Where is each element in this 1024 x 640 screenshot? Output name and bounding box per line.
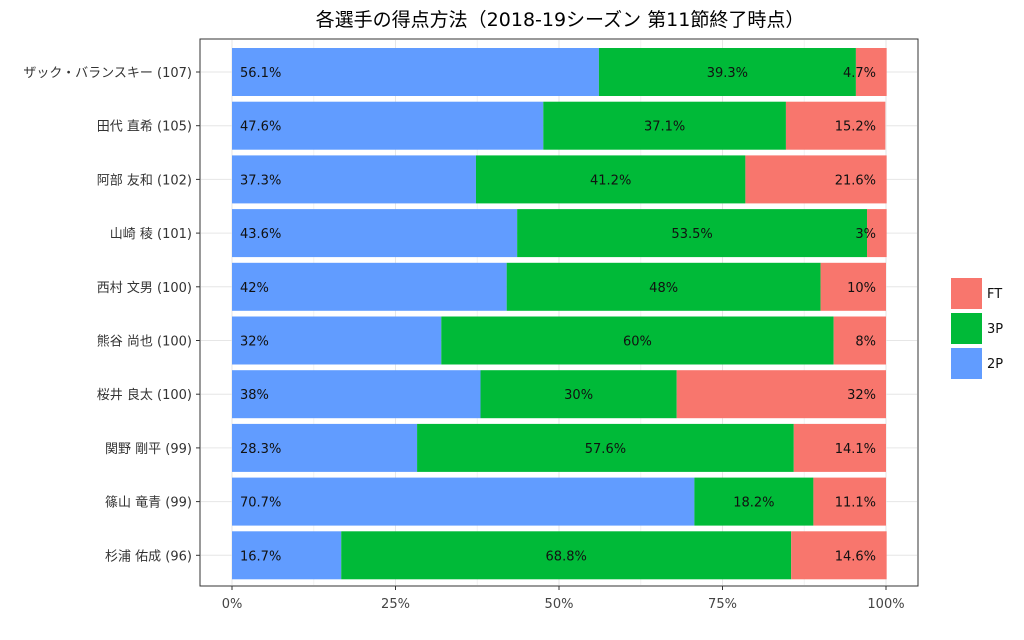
bar-segment-ft <box>793 423 886 472</box>
data-label-3p: 48% <box>649 281 678 296</box>
data-label-3p: 68.8% <box>546 549 587 564</box>
chart-title: 各選手の得点方法（2018-19シーズン 第11節終了時点） <box>316 9 805 31</box>
data-label-3p: 37.1% <box>644 120 685 135</box>
data-label-ft: 14.6% <box>835 549 876 564</box>
data-label-ft: 15.2% <box>835 120 876 135</box>
y-tick-label: 田代 直希 (105) <box>97 120 192 135</box>
legend-key-2p <box>951 348 982 379</box>
legend-key-ft <box>951 278 982 309</box>
y-tick-label: 篠山 竜青 (99) <box>105 496 192 511</box>
x-tick-label: 25% <box>381 597 410 612</box>
y-tick-label: 関野 剛平 (99) <box>105 442 192 457</box>
data-label-ft: 8% <box>855 335 876 350</box>
y-axis: ザック・バランスキー (107) 田代 直希 (105) 阿部 友和 (102) 山崎… <box>23 66 200 564</box>
bar-segment-3p <box>417 423 794 472</box>
bar-segment-2p <box>232 209 518 258</box>
legend-label: FT <box>987 287 1002 302</box>
y-tick-label: 熊谷 尚也 (100) <box>97 334 192 350</box>
y-tick-label: 山崎 稜 (101) <box>110 227 192 242</box>
legend-label: 3P <box>987 322 1003 337</box>
x-axis: 0% 25% 50% 75% 100% <box>222 586 905 612</box>
legend: FT 3P 2P <box>951 278 1003 379</box>
data-label-2p: 56.1% <box>240 66 281 81</box>
y-tick-label: 阿部 友和 (102) <box>97 172 192 188</box>
data-label-ft: 32% <box>847 388 876 403</box>
bar-segment-2p <box>232 531 342 580</box>
x-tick-label: 75% <box>708 597 737 612</box>
data-label-3p: 30% <box>564 388 593 403</box>
bar-segment-3p <box>341 531 792 580</box>
data-label-3p: 18.2% <box>733 496 774 511</box>
bar-segment-ft <box>833 316 886 365</box>
data-label-3p: 41.2% <box>590 173 631 188</box>
data-label-ft: 21.6% <box>835 173 876 188</box>
y-tick-label: ザック・バランスキー (107) <box>23 66 192 81</box>
data-label-ft: 11.1% <box>835 496 876 511</box>
legend-key-3p <box>951 313 982 344</box>
data-label-2p: 43.6% <box>240 227 281 242</box>
data-label-2p: 28.3% <box>240 442 281 457</box>
data-label-2p: 42% <box>240 281 269 296</box>
bar-segment-ft <box>813 477 886 526</box>
y-tick-label: 西村 文男 (100) <box>97 281 192 296</box>
bar-segment-3p <box>441 316 834 365</box>
data-label-ft: 14.1% <box>835 442 876 457</box>
data-label-3p: 53.5% <box>671 227 712 242</box>
bar-segment-2p <box>232 155 476 204</box>
y-tick-label: 桜井 良太 (100) <box>97 387 192 403</box>
data-label-ft: 3% <box>855 227 876 242</box>
data-label-2p: 47.6% <box>240 120 281 135</box>
bar-segment-ft <box>855 48 887 96</box>
legend-label: 2P <box>987 357 1003 372</box>
bar-segment-3p <box>517 209 868 258</box>
data-label-2p: 16.7% <box>240 549 281 564</box>
bar-segment-3p <box>480 370 677 419</box>
bar-segment-ft <box>820 262 886 311</box>
y-tick-label: 杉浦 佑成 (96) <box>105 549 192 564</box>
data-label-2p: 37.3% <box>240 173 281 188</box>
bar-segment-3p <box>506 262 821 311</box>
data-label-2p: 38% <box>240 388 269 403</box>
bar-segment-3p <box>475 155 746 204</box>
data-label-3p: 60% <box>623 335 652 350</box>
bar-segment-2p <box>232 423 418 472</box>
bar-segment-2p <box>232 101 544 150</box>
data-label-3p: 39.3% <box>707 66 748 81</box>
bar-segment-3p <box>694 477 814 526</box>
bar-segment-2p <box>232 48 599 96</box>
data-label-2p: 32% <box>240 335 269 350</box>
bar-segment-ft <box>785 101 886 150</box>
x-tick-label: 0% <box>222 597 243 612</box>
bar-segment-3p <box>543 101 786 150</box>
bars <box>232 48 887 580</box>
bar-segment-3p <box>598 48 856 96</box>
x-tick-label: 100% <box>867 597 904 612</box>
bar-segment-2p <box>232 262 507 311</box>
bar-segment-2p <box>232 370 481 419</box>
bar-segment-ft <box>745 155 887 204</box>
bar-segment-ft <box>791 531 887 580</box>
data-label-3p: 57.6% <box>585 442 626 457</box>
bar-segment-ft <box>676 370 886 419</box>
bar-segment-2p <box>232 477 695 526</box>
data-labels: 56.1% 39.3% 4.7% 47.6% 37.1% 15.2% 37.3% 41.2% 2… <box>240 66 876 564</box>
data-label-ft: 10% <box>847 281 876 296</box>
data-label-2p: 70.7% <box>240 496 281 511</box>
data-label-ft: 4.7% <box>843 66 876 81</box>
x-tick-label: 50% <box>545 597 574 612</box>
bar-segment-2p <box>232 316 442 365</box>
bar-segment-ft <box>867 209 887 258</box>
